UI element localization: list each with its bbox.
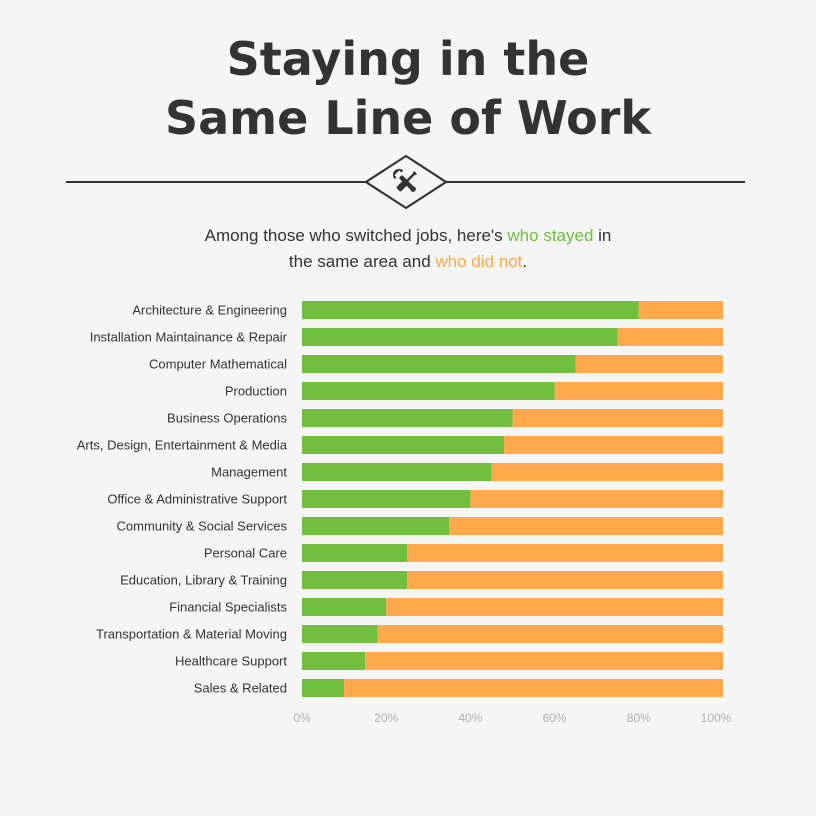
divider-right	[446, 181, 745, 183]
legend-stayed: who stayed	[507, 226, 594, 245]
subtitle-text: the same area and	[288, 252, 436, 271]
bar-segment-not	[638, 301, 723, 319]
category-label: Business Operations	[167, 411, 287, 426]
category-label: Community & Social Services	[117, 519, 288, 534]
bar-segment-not	[504, 436, 723, 454]
category-label: Sales & Related	[194, 681, 287, 696]
chart-subtitle: Among those who switched jobs, here's wh…	[0, 223, 816, 275]
bar-segment-not	[365, 652, 723, 670]
title-line-1: Staying in the	[226, 32, 590, 86]
bar-segment-stayed	[302, 301, 639, 319]
bar-segment-stayed	[302, 652, 366, 670]
bar-segment-not	[512, 409, 723, 427]
category-label: Healthcare Support	[175, 654, 287, 669]
bar-segment-stayed	[302, 409, 513, 427]
bar-segment-not	[344, 679, 723, 697]
x-tick-label: 40%	[458, 711, 482, 725]
bar-segment-not	[386, 598, 723, 616]
bar-segment-stayed	[302, 355, 576, 373]
subtitle-text: Among those who switched jobs, here's	[204, 226, 508, 245]
x-tick-label: 20%	[374, 711, 398, 725]
bar-segment-stayed	[302, 544, 408, 562]
category-label: Personal Care	[204, 546, 287, 561]
bar-segment-stayed	[302, 517, 450, 535]
bar-segment-not	[491, 463, 723, 481]
category-label: Computer Mathematical	[149, 357, 287, 372]
title-line-2: Same Line of Work	[165, 91, 651, 145]
subtitle-text: .	[522, 252, 528, 271]
bar-segment-not	[449, 517, 723, 535]
category-label: Installation Maintainance & Repair	[90, 330, 288, 345]
bar-segment-stayed	[302, 328, 618, 346]
category-label: Production	[225, 384, 287, 399]
bar-segment-stayed	[302, 436, 505, 454]
subtitle-line-2: the same area and who did not.	[0, 249, 816, 275]
category-label: Arts, Design, Entertainment & Media	[77, 438, 288, 453]
category-label: Architecture & Engineering	[132, 303, 287, 318]
category-label: Education, Library & Training	[120, 573, 287, 588]
subtitle-text: in	[593, 226, 612, 245]
page-title: Staying in the Same Line of Work	[0, 30, 816, 148]
x-tick-label: 0%	[293, 711, 311, 725]
bar-segment-stayed	[302, 382, 555, 400]
bar-segment-not	[470, 490, 723, 508]
bar-segment-not	[407, 544, 723, 562]
bar-segment-stayed	[302, 598, 387, 616]
bar-segment-not	[407, 571, 723, 589]
x-tick-label: 80%	[627, 711, 651, 725]
bar-segment-not	[575, 355, 723, 373]
bar-segment-stayed	[302, 625, 378, 643]
wrench-screwdriver-icon	[363, 154, 449, 210]
bar-segment-stayed	[302, 463, 492, 481]
bar-segment-not	[554, 382, 723, 400]
category-label: Office & Administrative Support	[107, 492, 287, 507]
x-tick-label: 100%	[701, 711, 732, 725]
bar-segment-stayed	[302, 490, 471, 508]
bar-segment-stayed	[302, 571, 408, 589]
bar-segment-not	[617, 328, 723, 346]
x-tick-label: 60%	[543, 711, 567, 725]
divider-left	[66, 181, 366, 183]
category-label: Transportation & Material Moving	[96, 627, 287, 642]
bar-segment-not	[377, 625, 723, 643]
subtitle-line-1: Among those who switched jobs, here's wh…	[0, 223, 816, 249]
category-label: Management	[211, 465, 287, 480]
bar-segment-stayed	[302, 679, 345, 697]
legend-not: who did not	[435, 252, 523, 271]
category-label: Financial Specialists	[169, 600, 287, 615]
